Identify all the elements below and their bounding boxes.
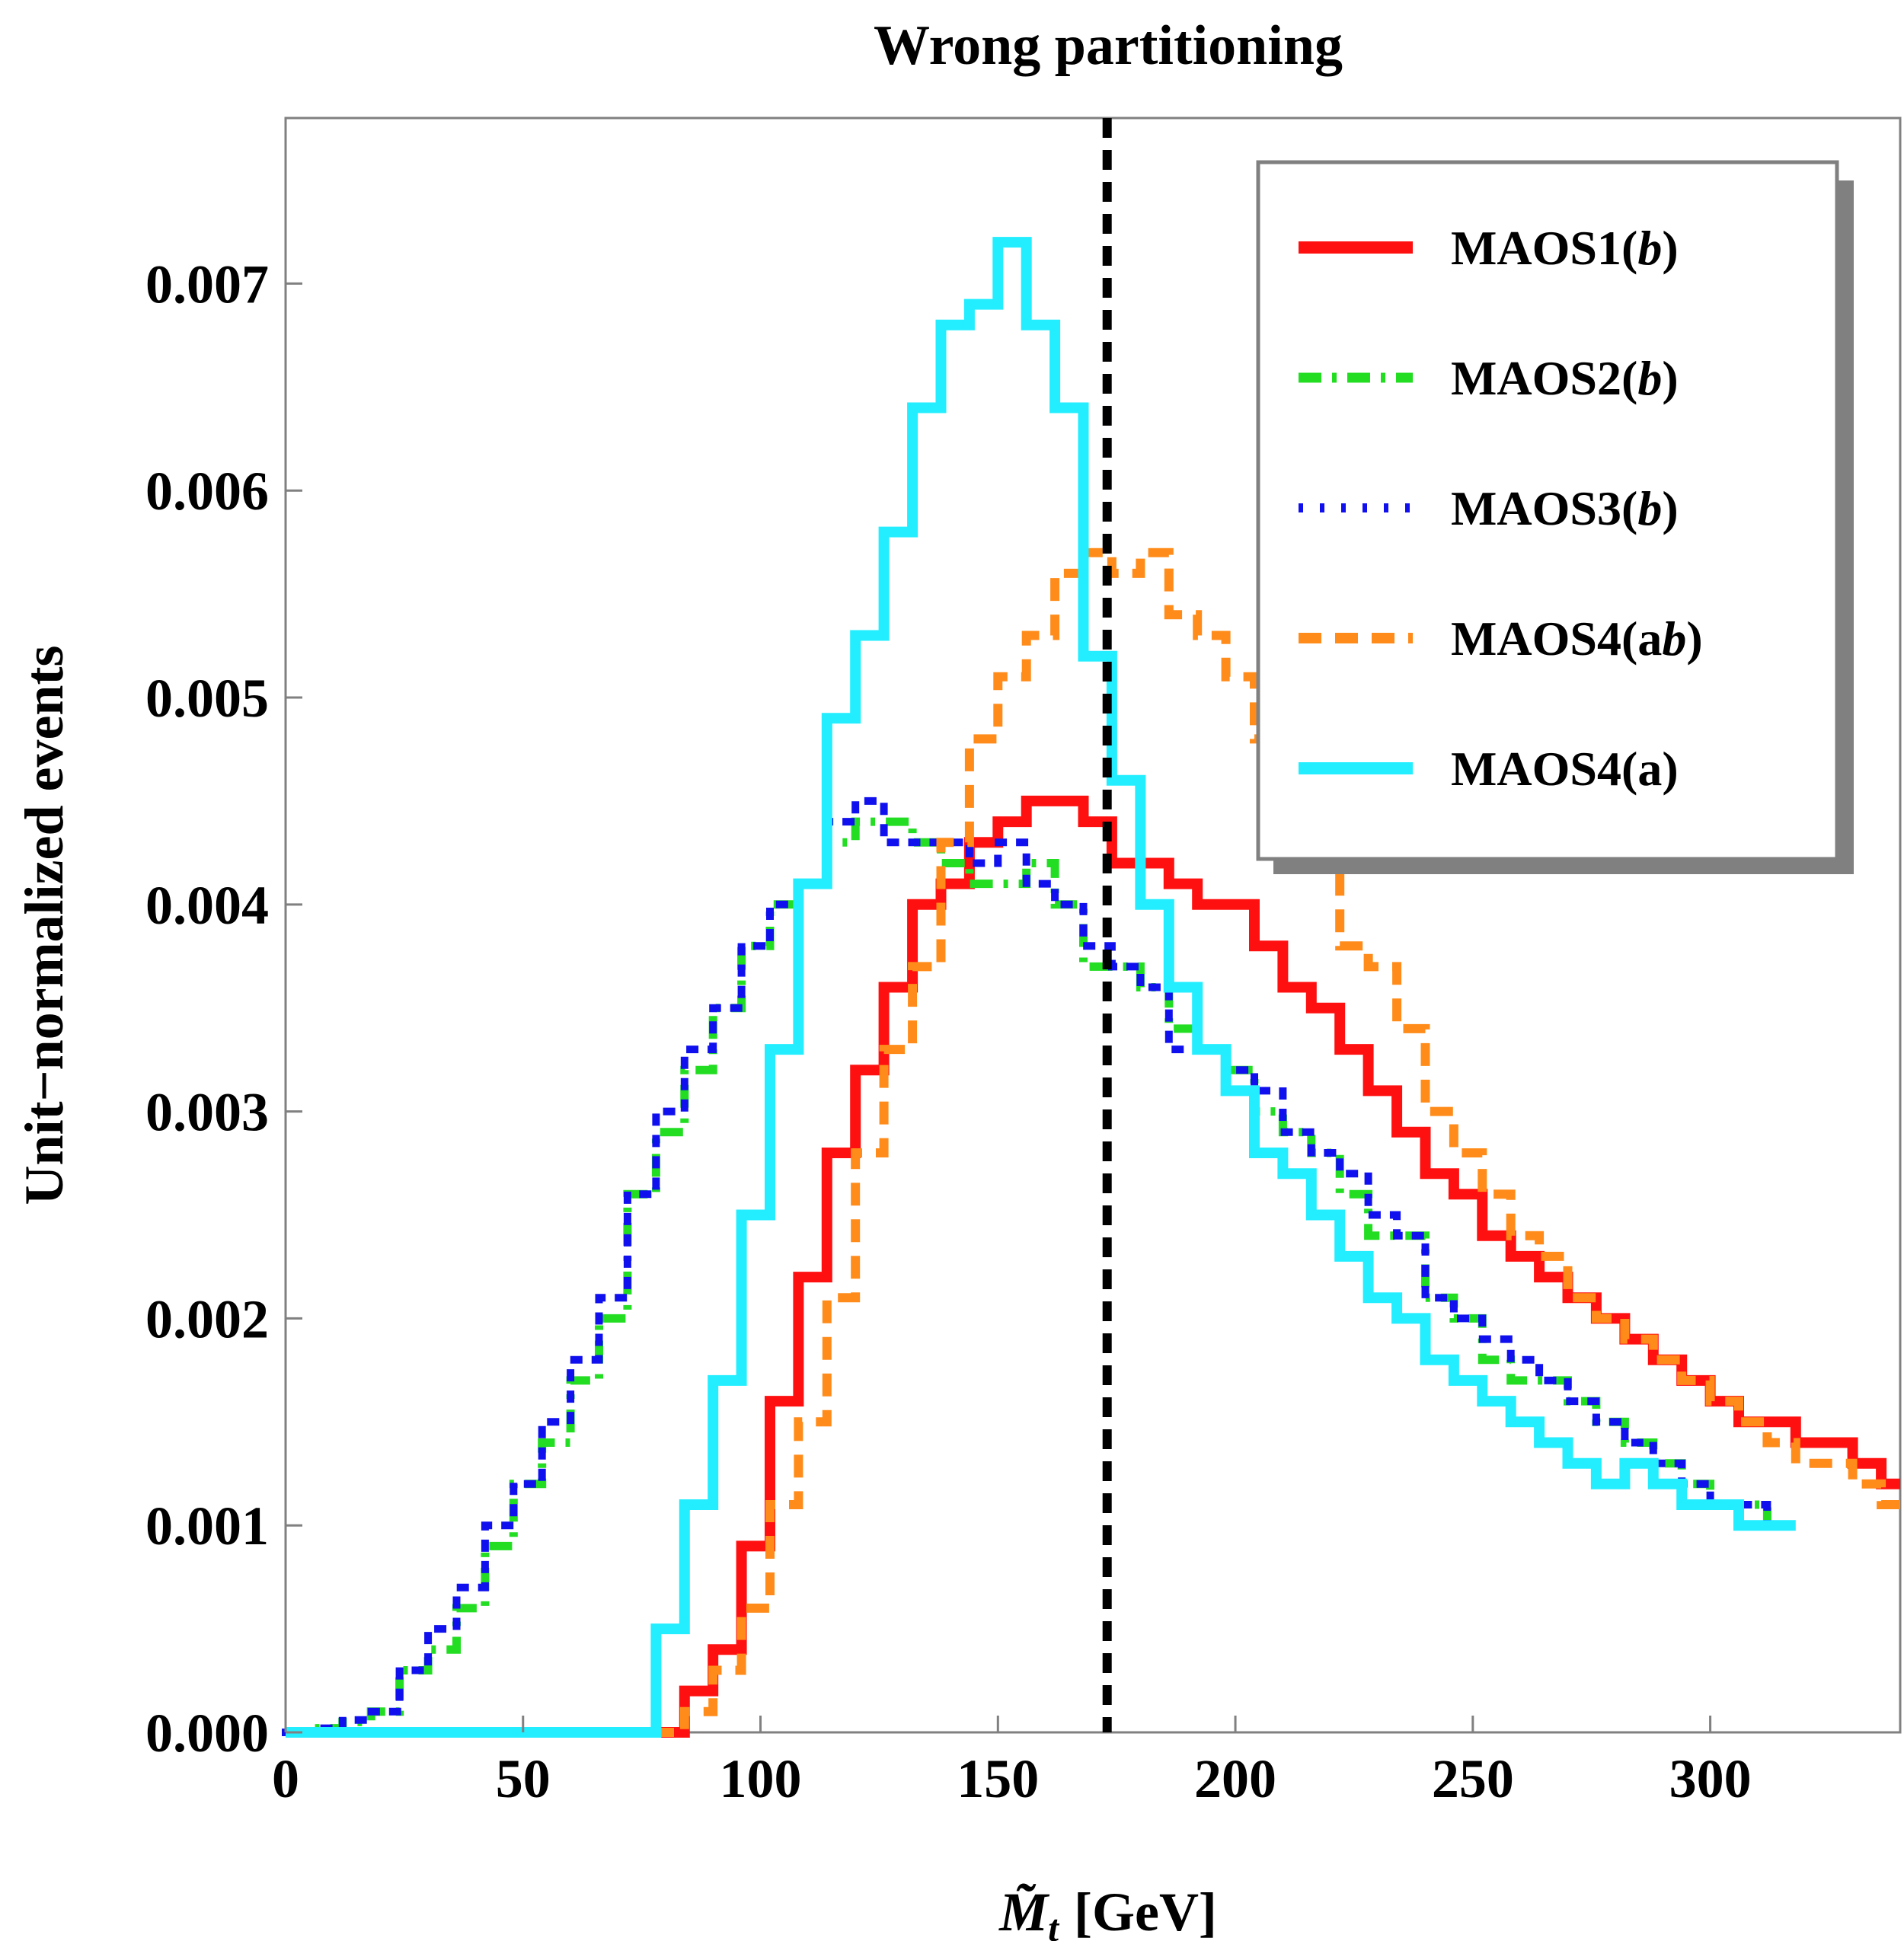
y-tick-label: 0.001	[145, 1496, 269, 1556]
y-tick-label: 0.003	[145, 1082, 269, 1143]
x-tick-label: 50	[496, 1748, 551, 1809]
series-line-5	[286, 237, 1796, 1738]
y-tick-label: 0.002	[145, 1288, 269, 1349]
y-tick-label: 0.000	[145, 1703, 269, 1764]
y-tick-label: 0.005	[145, 668, 269, 729]
legend: MAOS1(b) MAOS2(b) MAOS3(b) MAOS4(ab) MAOS4(a…	[1256, 160, 1854, 874]
y-tick-label: 0.004	[145, 875, 269, 936]
y-axis-ticks: 0.000 0.001 0.002 0.003 0.004 0.005 0.006 0.007	[145, 254, 302, 1764]
x-tick-label: 250	[1432, 1748, 1514, 1809]
x-axis-label-symbol: M̃	[998, 1882, 1050, 1941]
series-layer	[282, 237, 1900, 1738]
series-line-3	[282, 797, 1800, 1736]
x-axis-label-unit: [GeV]	[1074, 1882, 1217, 1941]
y-tick-label: 0.006	[145, 461, 269, 522]
y-axis-label: Unit−normalized events	[14, 646, 75, 1205]
x-axis-label-sub: t	[1048, 1907, 1060, 1941]
series-line-1	[286, 795, 1900, 1738]
legend-label-2: MAOS2(b)	[1451, 351, 1679, 405]
legend-label-4: MAOS4(ab)	[1451, 611, 1703, 666]
plot-frame	[284, 117, 1902, 1734]
legend-box	[1256, 160, 1839, 861]
x-tick-label: 200	[1194, 1748, 1276, 1809]
x-axis-ticks: 0 50 100 150 200 250 300	[272, 1716, 1752, 1809]
series-line-4	[286, 548, 1900, 1737]
x-tick-label: 0	[272, 1748, 299, 1809]
x-axis-label: M̃t [GeV]	[998, 1882, 1217, 1941]
x-tick-label: 300	[1669, 1748, 1752, 1809]
y-tick-label: 0.007	[145, 254, 269, 314]
legend-label-3: MAOS3(b)	[1451, 481, 1679, 535]
legend-items: MAOS1(b) MAOS2(b) MAOS3(b) MAOS4(ab) MAOS4(a…	[1299, 221, 1703, 796]
legend-label-1: MAOS1(b)	[1451, 221, 1679, 275]
chart-title: Wrong partitioning	[874, 14, 1343, 77]
x-tick-label: 150	[957, 1748, 1039, 1809]
x-tick-label: 100	[720, 1748, 802, 1809]
legend-label-5: MAOS4(a)	[1451, 742, 1679, 796]
